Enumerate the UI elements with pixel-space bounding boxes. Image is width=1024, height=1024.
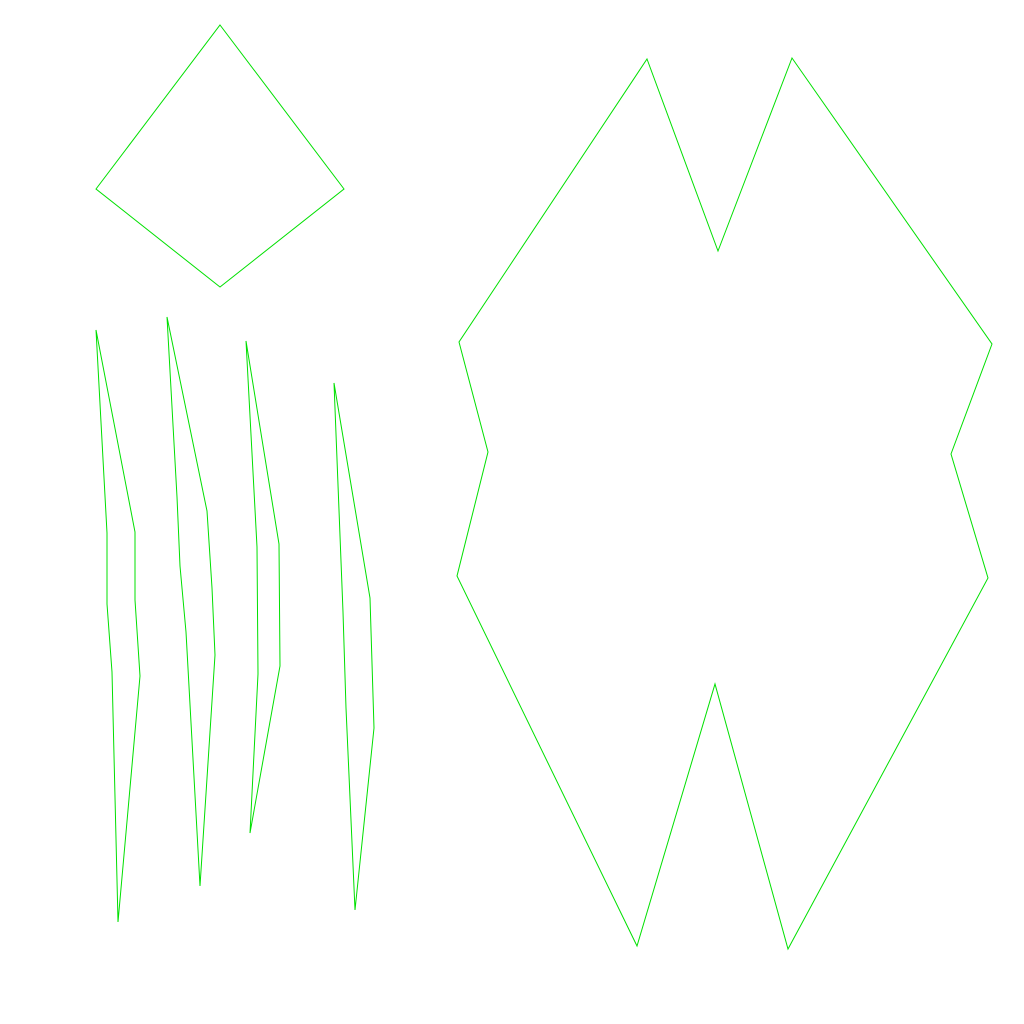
diamond-outline — [95, 24, 345, 288]
sliver-outline-4 — [333, 382, 375, 911]
sliver-outline-1 — [95, 329, 141, 923]
sliver-outline-3 — [245, 340, 281, 834]
sliver-outline-2 — [166, 316, 216, 887]
notched-hexagon-outline — [456, 56, 993, 951]
